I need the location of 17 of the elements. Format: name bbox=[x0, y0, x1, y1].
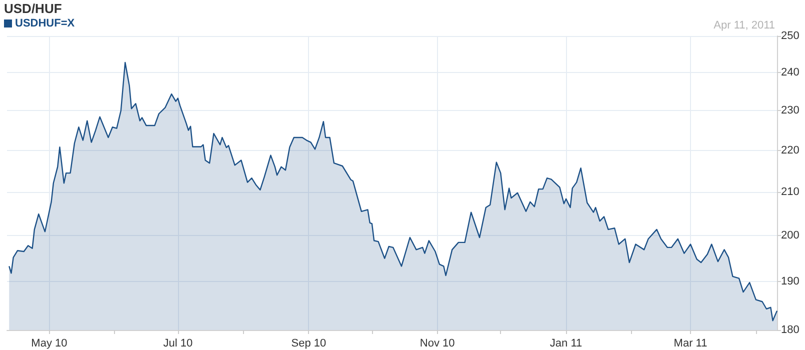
legend-label: USDHUF=X bbox=[15, 18, 76, 30]
x-tick-label: Nov 10 bbox=[420, 338, 455, 350]
y-tick-label: 210 bbox=[781, 186, 800, 198]
x-tick-label: Jul 10 bbox=[163, 338, 193, 350]
y-tick-label: 240 bbox=[781, 66, 800, 79]
text: Apr 11, 2011 bbox=[714, 20, 775, 32]
chart-title: USD/HUF bbox=[4, 1, 62, 16]
y-tick-label: 180 bbox=[781, 324, 800, 336]
y-tick-label: 200 bbox=[781, 230, 800, 242]
y-tick-label: 220 bbox=[781, 144, 800, 156]
y-tick-label: 190 bbox=[781, 276, 800, 288]
y-tick-label: 250 bbox=[781, 30, 800, 42]
x-tick-label: May 10 bbox=[31, 338, 68, 350]
x-tick-label: Mar 11 bbox=[674, 338, 708, 350]
x-tick-label: Jan 11 bbox=[550, 338, 582, 350]
x-tick-label: Sep 10 bbox=[291, 338, 326, 350]
y-tick-label: 230 bbox=[781, 104, 800, 117]
